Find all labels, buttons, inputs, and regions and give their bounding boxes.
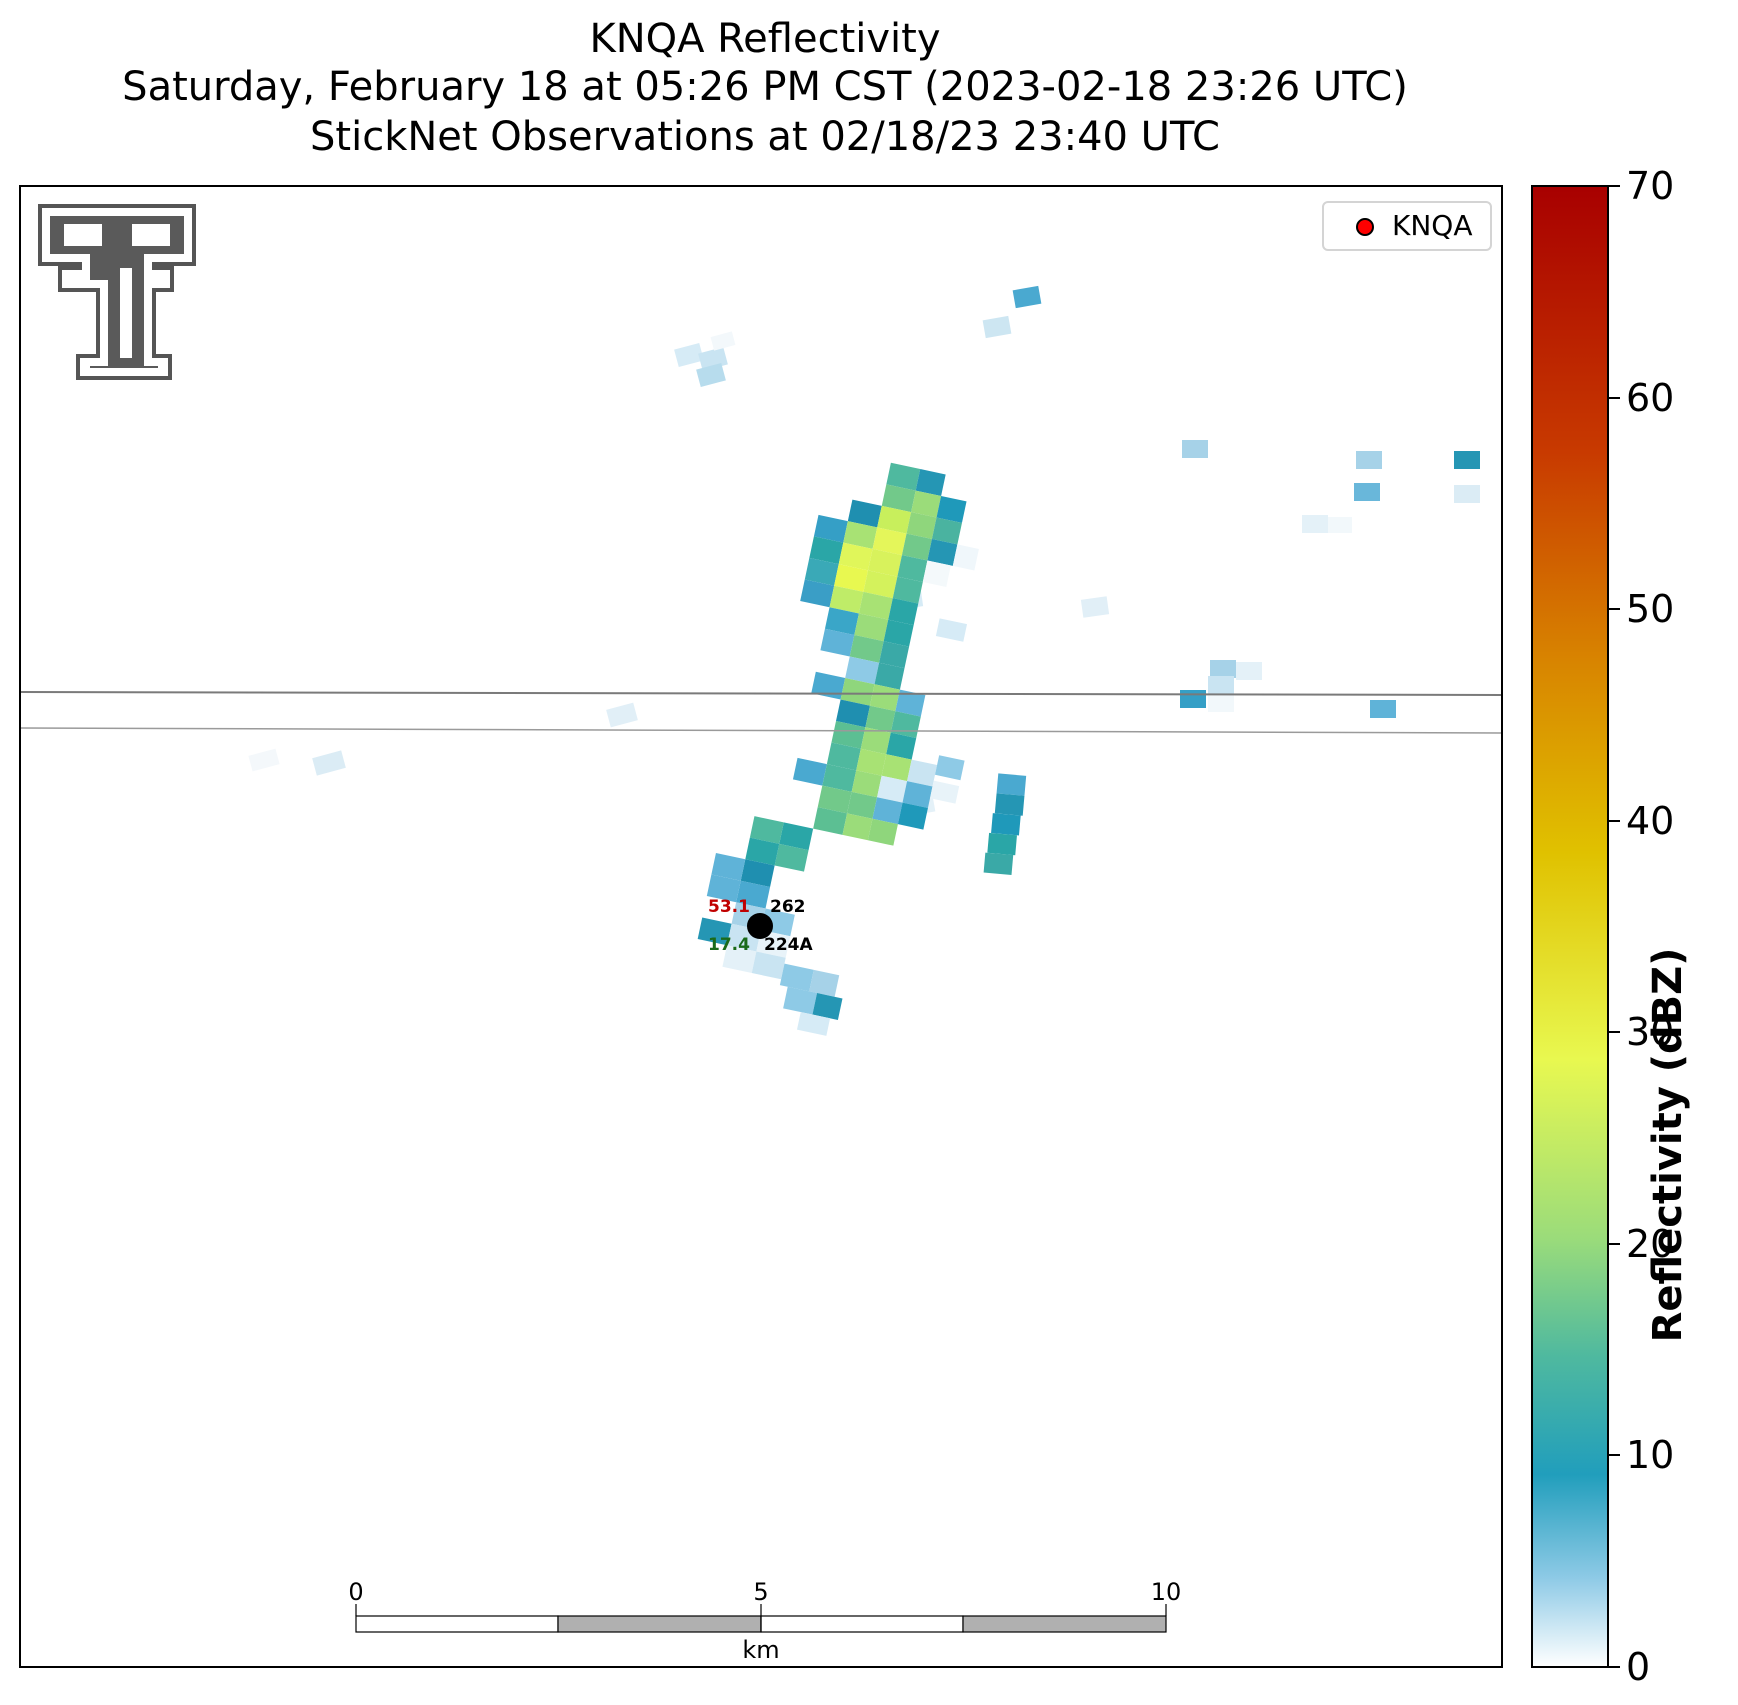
map-frame xyxy=(19,185,1503,1668)
colorbar-tick-60: 60 xyxy=(1626,376,1675,420)
scalebar-label-0: 0 xyxy=(348,1578,364,1606)
reflectivity-field xyxy=(20,285,1502,1036)
colorbar-tick-10: 10 xyxy=(1626,1433,1675,1477)
colorbar-tick-40: 40 xyxy=(1626,799,1675,843)
scale-bar xyxy=(355,1604,1167,1633)
legend: KNQA xyxy=(1322,201,1492,251)
title-line-1: KNQA Reflectivity xyxy=(589,16,941,62)
station-id-262: 262 xyxy=(770,897,806,917)
texas-tech-logo-icon xyxy=(38,204,196,380)
boundary-line-south xyxy=(20,727,1502,734)
colorbar xyxy=(1531,185,1609,1668)
colorbar-tick-30: 30 xyxy=(1626,1010,1675,1054)
boundary-line-north xyxy=(20,691,1502,696)
colorbar-ticks xyxy=(1608,185,1620,1668)
colorbar-tick-20: 20 xyxy=(1626,1222,1675,1266)
colorbar-tick-70: 70 xyxy=(1626,164,1675,208)
title-line-3: StickNet Observations at 02/18/23 23:40 … xyxy=(310,114,1220,160)
legend-label: KNQA xyxy=(1392,209,1473,242)
scalebar-unit: km xyxy=(742,1636,780,1664)
title-line-2: Saturday, February 18 at 05:26 PM CST (2… xyxy=(122,64,1408,110)
scalebar-label-10: 10 xyxy=(1150,1578,1182,1606)
station-id-224a: 224A xyxy=(764,935,813,955)
colorbar-tick-50: 50 xyxy=(1626,587,1675,631)
legend-marker-icon xyxy=(1356,218,1374,236)
scalebar-label-5: 5 xyxy=(753,1578,769,1606)
station-value-262: 53.1 xyxy=(708,897,750,917)
station-value-224a: 17.4 xyxy=(708,935,750,955)
station-marker[interactable] xyxy=(747,913,773,939)
colorbar-tick-0: 0 xyxy=(1626,1645,1651,1689)
